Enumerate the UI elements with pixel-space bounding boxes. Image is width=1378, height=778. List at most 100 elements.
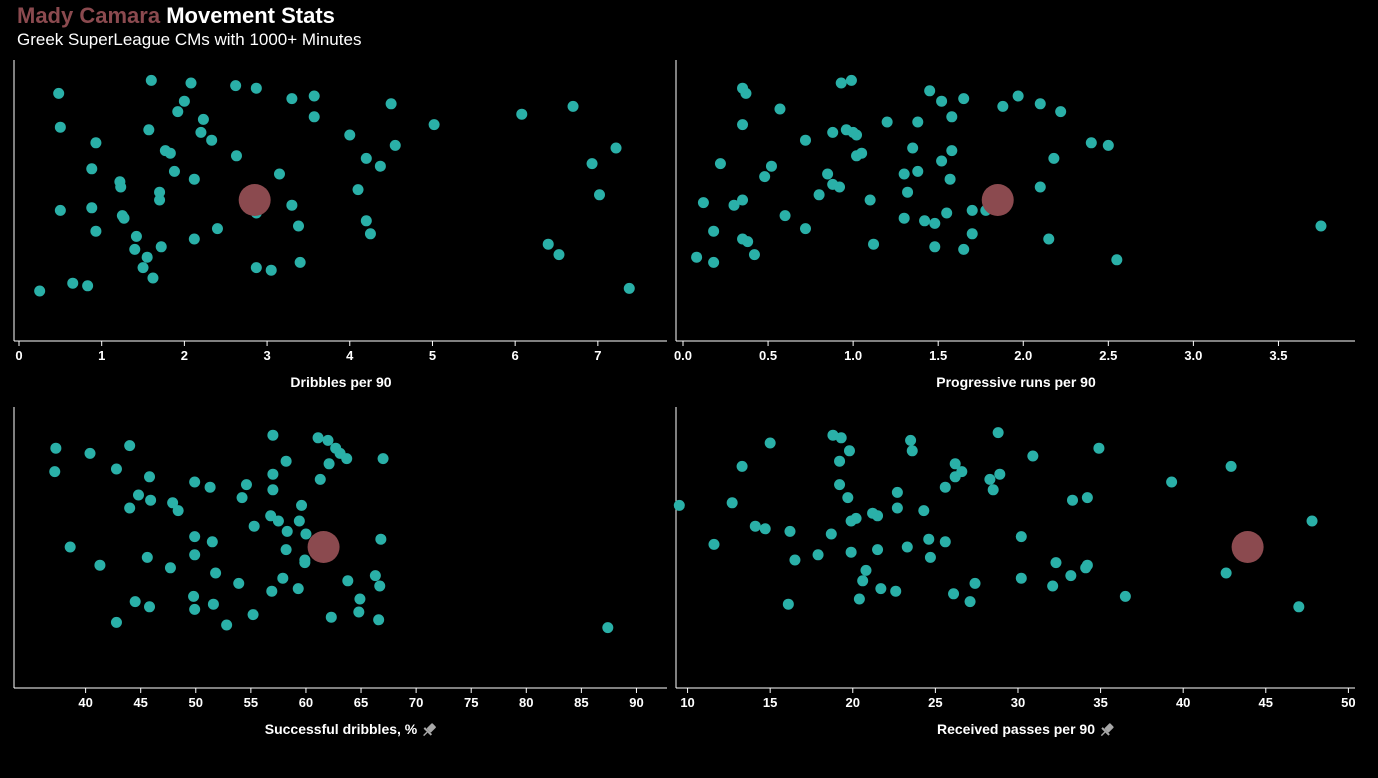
- player-point[interactable]: [293, 220, 304, 232]
- player-point[interactable]: [1047, 580, 1059, 592]
- player-point[interactable]: [759, 171, 771, 183]
- player-point[interactable]: [118, 212, 130, 224]
- player-point[interactable]: [53, 87, 65, 99]
- player-point[interactable]: [872, 510, 884, 522]
- player-point[interactable]: [1012, 90, 1024, 102]
- player-point[interactable]: [129, 243, 141, 255]
- player-point[interactable]: [354, 593, 366, 605]
- player-point[interactable]: [708, 256, 720, 268]
- player-point[interactable]: [1034, 98, 1046, 110]
- player-point[interactable]: [82, 280, 94, 292]
- player-point[interactable]: [779, 210, 791, 222]
- player-point[interactable]: [211, 223, 223, 235]
- player-point[interactable]: [352, 184, 364, 196]
- player-point[interactable]: [774, 103, 786, 115]
- player-point[interactable]: [236, 492, 248, 504]
- highlighted-player-point[interactable]: [307, 531, 340, 563]
- player-point[interactable]: [714, 158, 726, 170]
- player-point[interactable]: [221, 619, 233, 631]
- player-point[interactable]: [34, 285, 46, 297]
- player-point[interactable]: [86, 202, 98, 214]
- player-point[interactable]: [1065, 570, 1077, 582]
- player-point[interactable]: [946, 145, 958, 157]
- highlighted-player-point[interactable]: [1231, 531, 1264, 563]
- player-point[interactable]: [857, 575, 869, 587]
- player-point[interactable]: [749, 520, 761, 532]
- player-point[interactable]: [145, 74, 157, 86]
- player-point[interactable]: [172, 505, 184, 517]
- player-point[interactable]: [789, 554, 801, 566]
- player-point[interactable]: [1315, 220, 1327, 232]
- player-point[interactable]: [822, 168, 834, 180]
- player-point[interactable]: [936, 95, 948, 107]
- player-point[interactable]: [845, 74, 857, 86]
- player-point[interactable]: [204, 481, 216, 493]
- player-point[interactable]: [1306, 515, 1318, 527]
- player-point[interactable]: [891, 486, 903, 498]
- player-point[interactable]: [369, 570, 381, 582]
- player-point[interactable]: [901, 541, 913, 553]
- player-point[interactable]: [197, 113, 209, 125]
- player-point[interactable]: [919, 215, 931, 227]
- player-point[interactable]: [1055, 106, 1067, 118]
- player-point[interactable]: [864, 194, 876, 206]
- player-point[interactable]: [267, 429, 279, 441]
- player-point[interactable]: [1066, 494, 1078, 506]
- player-point[interactable]: [189, 549, 201, 561]
- player-point[interactable]: [890, 585, 902, 597]
- player-point[interactable]: [799, 223, 811, 235]
- player-point[interactable]: [94, 559, 106, 571]
- player-point[interactable]: [281, 525, 293, 537]
- player-point[interactable]: [567, 100, 579, 112]
- player-point[interactable]: [247, 609, 259, 621]
- player-point[interactable]: [673, 499, 685, 511]
- player-point[interactable]: [949, 471, 961, 483]
- player-point[interactable]: [188, 233, 200, 245]
- player-point[interactable]: [1085, 137, 1097, 149]
- player-point[interactable]: [233, 577, 245, 589]
- player-point[interactable]: [325, 611, 337, 623]
- player-point[interactable]: [891, 502, 903, 514]
- player-point[interactable]: [602, 622, 614, 634]
- player-point[interactable]: [86, 163, 98, 175]
- pin-icon[interactable]: [1098, 722, 1116, 740]
- player-point[interactable]: [765, 160, 777, 172]
- player-point[interactable]: [164, 562, 176, 574]
- player-point[interactable]: [1220, 567, 1232, 579]
- player-point[interactable]: [250, 262, 262, 274]
- player-point[interactable]: [939, 536, 951, 548]
- player-point[interactable]: [286, 199, 298, 211]
- player-point[interactable]: [966, 228, 978, 240]
- player-point[interactable]: [905, 434, 917, 446]
- player-point[interactable]: [1034, 181, 1046, 193]
- player-point[interactable]: [708, 538, 720, 550]
- player-point[interactable]: [851, 129, 863, 141]
- player-point[interactable]: [834, 479, 846, 491]
- player-point[interactable]: [230, 80, 242, 92]
- player-point[interactable]: [248, 520, 260, 532]
- player-point[interactable]: [50, 442, 62, 454]
- player-point[interactable]: [691, 251, 703, 263]
- player-point[interactable]: [299, 557, 311, 569]
- player-point[interactable]: [296, 499, 308, 511]
- player-point[interactable]: [553, 249, 565, 261]
- player-point[interactable]: [924, 551, 936, 563]
- player-point[interactable]: [742, 236, 754, 248]
- player-point[interactable]: [610, 142, 622, 154]
- player-point[interactable]: [188, 590, 200, 602]
- player-point[interactable]: [141, 251, 153, 263]
- player-point[interactable]: [1119, 590, 1131, 602]
- player-point[interactable]: [936, 155, 948, 167]
- player-point[interactable]: [907, 142, 919, 154]
- player-point[interactable]: [827, 429, 839, 441]
- player-point[interactable]: [132, 489, 144, 501]
- player-point[interactable]: [946, 111, 958, 123]
- player-point[interactable]: [918, 505, 930, 517]
- player-point[interactable]: [167, 497, 179, 509]
- player-point[interactable]: [966, 204, 978, 216]
- player-point[interactable]: [834, 455, 846, 467]
- player-point[interactable]: [124, 502, 136, 514]
- player-point[interactable]: [784, 525, 796, 537]
- player-point[interactable]: [1043, 233, 1055, 245]
- player-point[interactable]: [385, 98, 397, 110]
